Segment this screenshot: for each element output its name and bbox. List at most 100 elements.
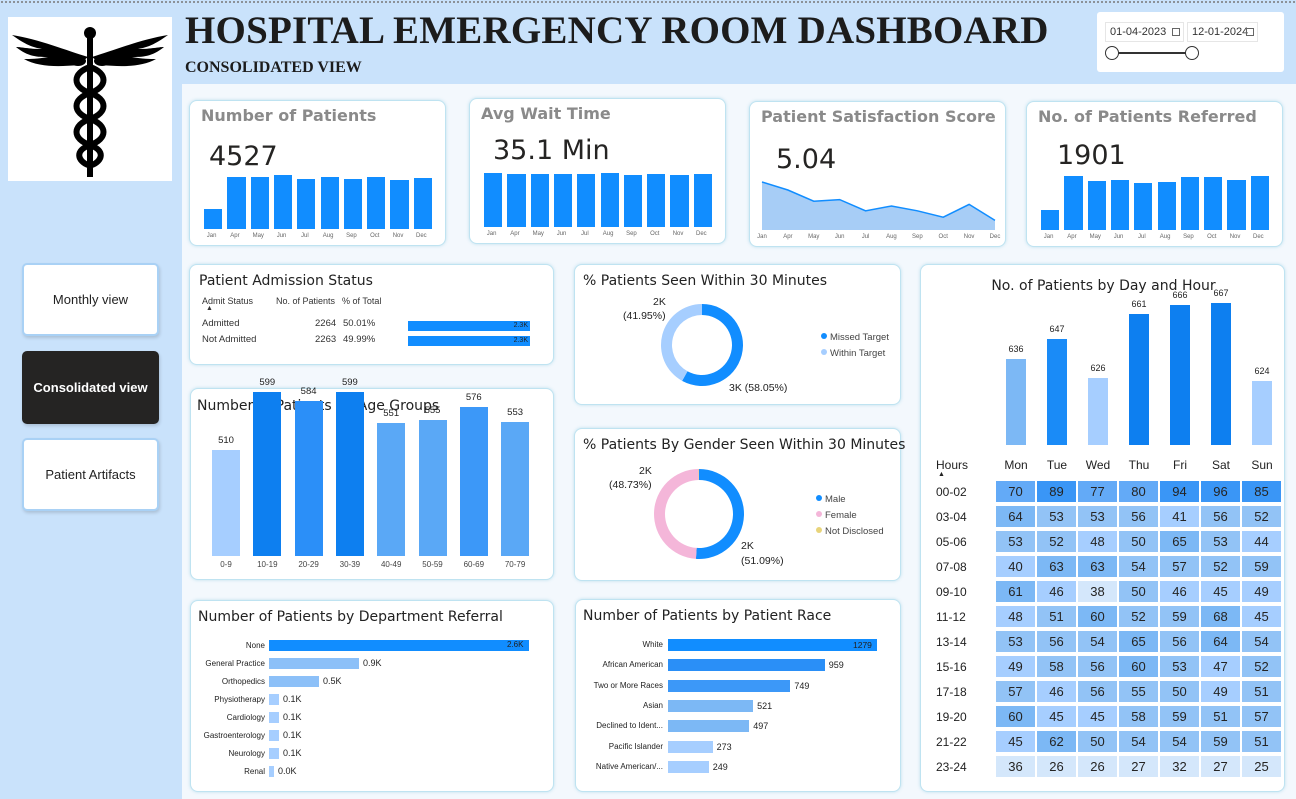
- race-category-label: Asian: [642, 700, 663, 710]
- end-date-input[interactable]: 12-01-2024: [1187, 22, 1258, 42]
- kpi-month-tick: Aug: [886, 234, 897, 240]
- hour-row-label: 09-10: [936, 585, 967, 599]
- kpi-card-patients: Number of Patients 4527 Jan Apr May Jun Jul A…: [189, 100, 446, 246]
- heat-cell: 53: [1201, 531, 1240, 552]
- age-bar-label: 599: [341, 376, 358, 388]
- kpi-title: No. of Patients Referred: [1038, 107, 1257, 126]
- kpi-month-tick: Jan: [757, 234, 767, 240]
- race-category-label: Pacific Islander: [608, 741, 663, 751]
- hour-row-label: 17-18: [936, 685, 967, 699]
- heat-cell: 41: [1160, 506, 1199, 527]
- kpi-month-tick: Aug: [602, 231, 614, 237]
- age-bar: [294, 401, 323, 556]
- nav-patient-artifacts-button[interactable]: Patient Artifacts: [22, 438, 159, 511]
- sort-asc-icon: ▲: [938, 471, 945, 478]
- kpi-spark-bar: [390, 179, 409, 229]
- kpi-title: Patient Satisfaction Score: [761, 107, 996, 126]
- kpi-spark-bar: [1110, 179, 1130, 230]
- heat-cell: 40: [996, 556, 1035, 577]
- day-total-bar: [1129, 313, 1149, 445]
- hour-row-label: 07-08: [936, 560, 967, 574]
- dept-bar-value: 0.1K: [283, 730, 302, 740]
- hour-row-label: 00-02: [936, 485, 967, 499]
- kpi-card-satisfaction: Patient Satisfaction Score 5.04 Jan Apr Ma…: [749, 101, 1006, 247]
- heat-cell: 53: [1160, 656, 1199, 677]
- heat-cell: 51: [1242, 681, 1281, 702]
- heat-cell: 50: [1160, 681, 1199, 702]
- dept-bar-value: 0.9K: [363, 658, 382, 668]
- heat-cell: 60: [1078, 606, 1117, 627]
- kpi-spark-bar: [553, 173, 573, 227]
- dept-bar-value: 0.0K: [278, 766, 297, 776]
- heat-cell: 57: [1242, 706, 1281, 727]
- column-header[interactable]: % of Total: [342, 296, 382, 306]
- page-subtitle: CONSOLIDATED VIEW: [185, 59, 362, 76]
- race-bar-value: 1279: [853, 640, 872, 650]
- heat-cell: 58: [1119, 706, 1158, 727]
- card-title: Number of Patients by Department Referra…: [198, 609, 503, 625]
- legend-item-male[interactable]: Male: [816, 494, 846, 505]
- day-total-label: 647: [1049, 324, 1065, 335]
- heat-cell: 53: [1037, 506, 1076, 527]
- race-bar-value: 273: [716, 741, 732, 752]
- age-bar-label: 576: [465, 391, 482, 403]
- kpi-spark-bar: [1064, 176, 1083, 230]
- date-slider-start-handle[interactable]: [1105, 46, 1119, 60]
- legend-item-not-disclosed[interactable]: Not Disclosed: [816, 526, 884, 537]
- legend-item-female[interactable]: Female: [816, 510, 857, 521]
- kpi-card-wait-time: Avg Wait Time 35.1 Min Jan Apr May Jun Jul Au…: [469, 98, 726, 244]
- heat-cell: 56: [1201, 506, 1240, 527]
- donut-slice-missed-target[interactable]: [682, 304, 743, 386]
- day-column-header: Fri: [1173, 458, 1187, 472]
- day-hour-card: No. of Patients by Day and Hour 636 647 62…: [920, 264, 1285, 792]
- kpi-spark-area: [761, 181, 996, 230]
- kpi-spark-bar: [1134, 182, 1153, 230]
- heat-cell: 50: [1119, 581, 1158, 602]
- kpi-title: Number of Patients: [201, 106, 377, 125]
- race-bar: [668, 760, 709, 773]
- heat-cell: 25: [1242, 756, 1281, 777]
- legend-item-missed[interactable]: Missed Target: [821, 332, 889, 343]
- kpi-spark-bar: [670, 174, 689, 227]
- donut-slice-within-target[interactable]: [661, 304, 702, 381]
- heat-cell: 52: [1037, 531, 1076, 552]
- kpi-spark-bar: [343, 178, 363, 229]
- patient-race-chart: White 1279 African American 959 Two or More …: [576, 600, 902, 793]
- age-bar: [377, 422, 406, 556]
- donut-label-within-pct: (41.95%): [623, 310, 666, 322]
- start-date-input[interactable]: 01-04-2023: [1105, 22, 1184, 42]
- kpi-month-tick: Nov: [963, 234, 975, 240]
- donut-label-male-value: 2K: [741, 540, 754, 552]
- heat-cell: 89: [1037, 481, 1076, 502]
- kpi-spark-bar: [273, 175, 293, 229]
- nav-consolidated-view-button[interactable]: Consolidated view: [22, 351, 159, 424]
- date-slider-end-handle[interactable]: [1185, 46, 1199, 60]
- kpi-spark-bar: [1227, 179, 1246, 230]
- day-total-label: 666: [1172, 289, 1188, 300]
- legend-item-within[interactable]: Within Target: [821, 348, 885, 359]
- donut-slice-female[interactable]: [654, 469, 699, 559]
- dept-bar-value: 0.1K: [283, 694, 302, 704]
- kpi-spark-bar: [297, 178, 316, 229]
- dept-bar: [269, 694, 279, 705]
- heat-cell: 63: [1037, 556, 1076, 577]
- nav-monthly-view-button[interactable]: Monthly view: [22, 263, 159, 336]
- kpi-month-tick: Sep: [626, 231, 637, 237]
- kpi-spark-bar: [1041, 210, 1060, 230]
- seen-30-donut: [661, 304, 743, 386]
- hour-row-label: 11-12: [936, 610, 966, 624]
- date-slider-track[interactable]: [1113, 52, 1193, 54]
- kpi-month-tick: Jan: [1043, 234, 1054, 240]
- heat-cell: 45: [996, 731, 1035, 752]
- donut-slice-not-disclosed[interactable]: [698, 469, 699, 481]
- dept-category-label: Gastroenterology: [203, 731, 265, 740]
- column-header[interactable]: Admit Status: [202, 296, 254, 306]
- table-cell: 50.01%: [343, 318, 376, 329]
- heat-cell: 50: [1119, 531, 1158, 552]
- heat-cell: 46: [1037, 581, 1076, 602]
- column-header[interactable]: No. of Patients: [276, 296, 336, 306]
- heat-cell: 45: [1037, 706, 1076, 727]
- donut-slice-male[interactable]: [695, 469, 744, 559]
- kpi-spark-bar: [1087, 181, 1106, 230]
- calendar-icon: [1246, 28, 1254, 36]
